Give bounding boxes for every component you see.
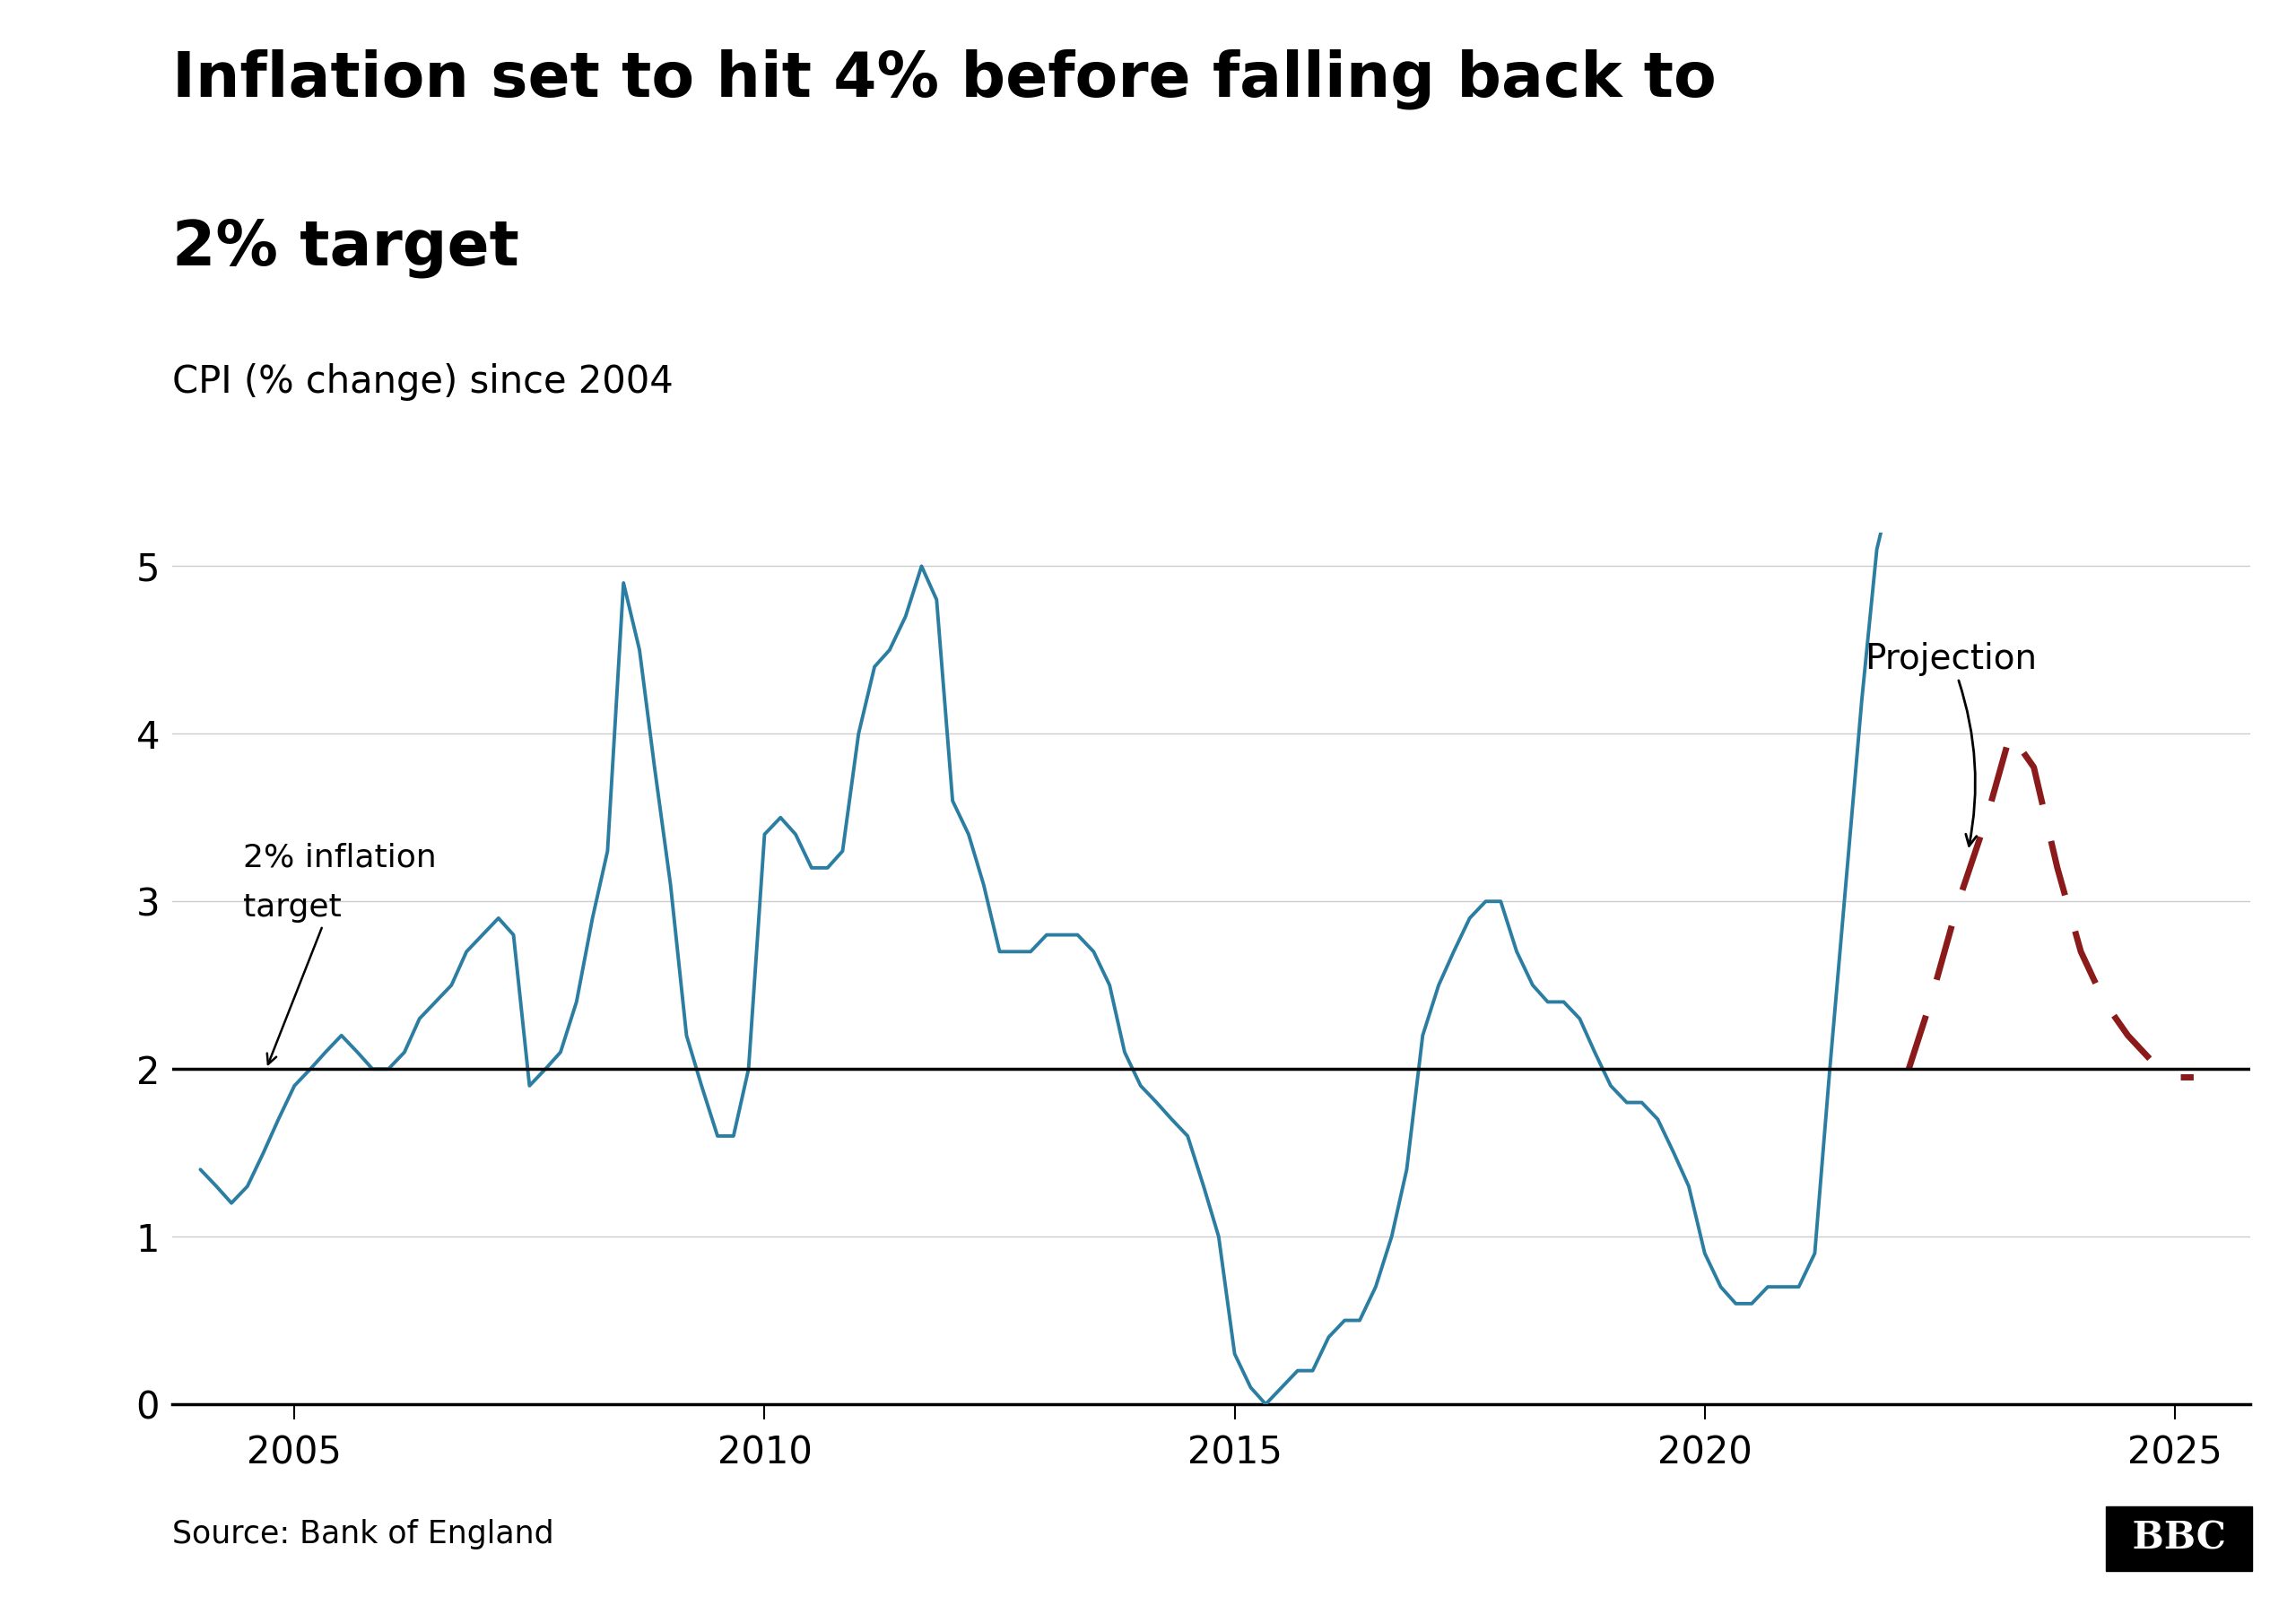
Text: Projection: Projection xyxy=(1864,641,2037,846)
Text: Source: Bank of England: Source: Bank of England xyxy=(172,1519,553,1549)
Text: 2% target: 2% target xyxy=(172,218,519,278)
Text: Inflation set to hit 4% before falling back to: Inflation set to hit 4% before falling b… xyxy=(172,48,1717,110)
Text: BBC: BBC xyxy=(2119,1520,2239,1558)
Text: CPI (% change) since 2004: CPI (% change) since 2004 xyxy=(172,363,673,400)
Text: 2% inflation
target: 2% inflation target xyxy=(243,843,436,1064)
